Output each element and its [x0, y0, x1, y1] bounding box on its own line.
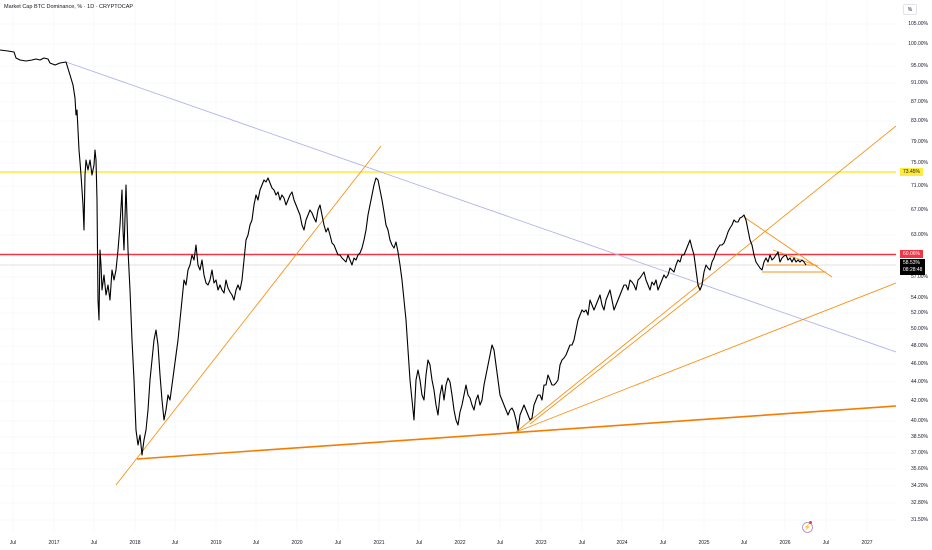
last-price-value: 58.53% [903, 260, 920, 266]
x-tick-label: Jul [822, 540, 830, 546]
x-tick-label: Jul [578, 540, 586, 546]
x-tick-label: 2023 [535, 540, 547, 546]
chart-title: Market Cap BTC Dominance, % · 1D · CRYPT… [4, 4, 134, 10]
y-tick-label: 52.00% [911, 310, 928, 316]
axis-unit-button[interactable]: % [903, 4, 917, 15]
y-tick-label: 67.00% [911, 207, 928, 213]
y-tick-label: 35.60% [911, 466, 928, 472]
y-tick-label: 83.00% [911, 118, 928, 124]
x-tick-label: Jul [334, 540, 342, 546]
y-tick-label: 87.00% [911, 99, 928, 105]
notification-dot-icon [809, 521, 812, 524]
wedge-upper-edge [772, 249, 819, 267]
bar-countdown: 08:28:48 [903, 267, 923, 273]
x-tick-label: 2024 [616, 540, 628, 546]
y-tick-label: 79.00% [911, 139, 928, 145]
x-tick-label: Jul [90, 540, 98, 546]
y-tick-label: 100.00% [908, 41, 928, 47]
x-tick-label: Jul [171, 540, 179, 546]
descending-lavender-trendline [65, 61, 897, 353]
y-tick-label: 91.00% [911, 80, 928, 86]
y-tick-label: 37.00% [911, 450, 928, 456]
y-tick-label: 57.00% [911, 274, 928, 280]
y-tick-label: 31.50% [911, 517, 928, 523]
y-tick-label: 32.80% [911, 500, 928, 506]
rising-trendline-2018 [115, 145, 382, 486]
yellow-level-price-tag: 73.45% [900, 168, 923, 176]
y-tick-label: 71.00% [911, 183, 928, 189]
x-tick-label: Jul [740, 540, 748, 546]
y-tick-label: 44.00% [911, 379, 928, 385]
btc-dominance-line [0, 49, 807, 456]
x-tick-label: Jul [9, 540, 17, 546]
rising-trendline-2023 [529, 289, 701, 425]
x-tick-label: 2020 [291, 540, 303, 546]
y-tick-label: 50.00% [911, 326, 928, 332]
y-tick-label: 42.00% [911, 398, 928, 404]
chart-canvas[interactable] [0, 0, 897, 532]
x-tick-label: Jul [496, 540, 504, 546]
time-axis[interactable]: Jul 2017 Jul 2018 Jul 2019 Jul 2020 Jul … [0, 532, 896, 550]
chart-plot-area[interactable] [0, 0, 897, 532]
price-axis[interactable]: 105.00% 100.00% 95.00% 91.00% 87.00% 83.… [896, 0, 932, 532]
triangle-upper-edge [743, 216, 833, 278]
x-tick-label: 2022 [454, 540, 466, 546]
y-tick-label: 46.00% [911, 361, 928, 367]
y-tick-label: 40.00% [911, 418, 928, 424]
x-tick-label: 2017 [48, 540, 60, 546]
red-level-price-tag: 60.06% [900, 250, 923, 258]
x-tick-label: 2025 [698, 540, 710, 546]
x-tick-label: Jul [415, 540, 423, 546]
x-tick-label: 2018 [129, 540, 141, 546]
x-tick-label: 2021 [373, 540, 385, 546]
x-tick-label: Jul [252, 540, 260, 546]
x-tick-label: 2019 [210, 540, 222, 546]
y-tick-label: 75.00% [911, 160, 928, 166]
y-tick-label: 48.00% [911, 343, 928, 349]
y-tick-label: 95.00% [911, 63, 928, 69]
grid-lines [0, 0, 896, 532]
y-tick-label: 63.00% [911, 232, 928, 238]
long-term-support [136, 405, 897, 460]
lightning-icon[interactable]: ⚡ [802, 522, 813, 533]
x-tick-label: Jul [659, 540, 667, 546]
y-tick-label: 105.00% [908, 21, 928, 27]
x-tick-label: 2026 [779, 540, 791, 546]
rising-trendline-2022-steep [515, 125, 897, 433]
last-price-tag: 58.53% 08:28:48 [900, 259, 926, 275]
rising-trendline-2022-mid [515, 282, 897, 433]
y-tick-label: 54.00% [911, 295, 928, 301]
x-tick-label: 2027 [861, 540, 873, 546]
y-tick-label: 34.20% [911, 483, 928, 489]
y-tick-label: 38.50% [911, 434, 928, 440]
